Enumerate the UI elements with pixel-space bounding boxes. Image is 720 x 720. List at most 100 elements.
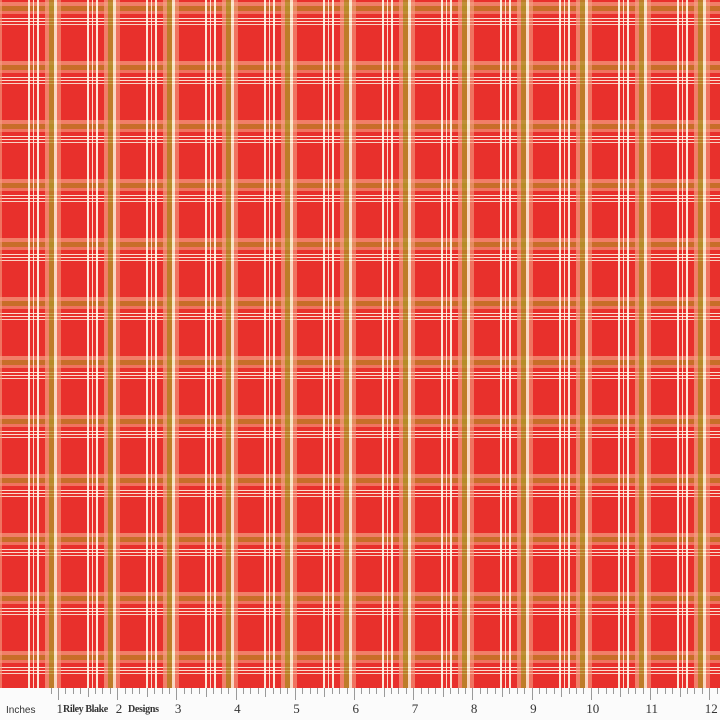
- ruler-tick: [220, 688, 222, 694]
- ruler-tick: [613, 688, 614, 694]
- brand-name: Riley Blake: [63, 704, 108, 715]
- ruler-tick: [354, 688, 355, 700]
- ruler-tick: [583, 688, 585, 694]
- ruler-tick: [132, 688, 133, 694]
- ruler-tick: [524, 688, 526, 694]
- ruler-number: 6: [352, 701, 360, 716]
- ruler-tick: [383, 688, 385, 697]
- ruler-tick: [405, 688, 407, 694]
- ruler-tick: [361, 688, 363, 694]
- ruler-tick: [287, 688, 289, 694]
- ruler-tick: [235, 688, 237, 700]
- ruler-tick: [257, 688, 259, 694]
- ruler-number: 8: [470, 701, 478, 716]
- ruler-tick: [65, 688, 67, 694]
- ruler-tick: [272, 688, 274, 694]
- ruler-tick: [635, 688, 637, 694]
- ruler-tick: [664, 688, 666, 694]
- brand-designs: Designs: [128, 704, 159, 715]
- ruler-tick: [672, 688, 674, 694]
- ruler-tick: [198, 688, 200, 694]
- ruler-tick: [642, 688, 644, 694]
- ruler-tick: [687, 688, 688, 694]
- ruler-tick: [531, 688, 533, 700]
- ruler-tick: [465, 688, 466, 694]
- ruler-tick: [420, 688, 422, 694]
- ruler-number: 5: [293, 701, 300, 716]
- ruler-tick: [206, 688, 207, 697]
- ruler-tick: [213, 688, 215, 694]
- ruler-tick: [428, 688, 429, 694]
- ruler-tick: [620, 688, 622, 697]
- ruler-tick: [694, 688, 696, 694]
- ruler-tick: [139, 688, 141, 694]
- ruler-tick: [294, 688, 296, 700]
- ruler-number: 3: [174, 701, 182, 716]
- ruler-tick: [701, 688, 703, 694]
- ruler-tick: [457, 688, 459, 694]
- ruler-tick: [72, 688, 74, 694]
- ruler-tick: [309, 688, 311, 694]
- ruler-number: 11: [645, 701, 659, 716]
- ruler-tick: [502, 688, 503, 697]
- ruler-tick: [368, 688, 370, 694]
- ruler-tick: [280, 688, 281, 694]
- ruler-tick: [183, 688, 185, 694]
- plaid-fabric-swatch: [0, 0, 720, 688]
- ruler-tick: [472, 688, 474, 700]
- ruler-tick: [302, 688, 304, 694]
- ruler-tick: [479, 688, 481, 694]
- ruler-number: 2: [115, 701, 123, 716]
- ruler-tick: [450, 688, 452, 694]
- ruler-tick: [605, 688, 607, 694]
- ruler-tick: [709, 688, 711, 700]
- ruler-tick: [243, 688, 244, 694]
- ruler-tick: [191, 688, 193, 694]
- ruler-tick: [553, 688, 555, 694]
- ruler-tick: [627, 688, 629, 694]
- ruler-tick: [546, 688, 548, 694]
- ruler-tick: [568, 688, 570, 694]
- ruler-tick: [117, 688, 119, 700]
- ruler-tick: [442, 688, 444, 697]
- ruler-number: 4: [234, 701, 241, 716]
- ruler-number: 9: [530, 701, 537, 716]
- ruler-tick: [324, 688, 326, 697]
- ruler-tick: [494, 688, 496, 694]
- ruler-tick: [590, 688, 592, 700]
- ruler-tick: [561, 688, 563, 697]
- ruler-tick: [87, 688, 89, 697]
- ruler-tick: [176, 688, 178, 700]
- ruler-tick: [80, 688, 82, 694]
- ruler-tick: [109, 688, 111, 694]
- ruler-tick: [331, 688, 333, 694]
- ruler-number: 10: [586, 701, 600, 716]
- ruler-tick: [716, 688, 718, 694]
- ruler-tick: [657, 688, 659, 694]
- ruler-tick: [576, 688, 577, 694]
- ruler-tick: [169, 688, 170, 694]
- ruler-number: 7: [411, 701, 419, 716]
- ruler-tick: [58, 688, 59, 700]
- ruler-tick: [146, 688, 148, 697]
- ruler-tick: [391, 688, 392, 694]
- ruler-tick: [161, 688, 163, 694]
- ruler-tick: [265, 688, 267, 697]
- ruler-tick: [413, 688, 415, 700]
- inch-ruler: Inches Riley Blake Designs 1 2 3 4 5 6 7 8 9 10 11…: [0, 688, 720, 720]
- ruler-tick: [346, 688, 348, 694]
- ruler-tick: [679, 688, 681, 697]
- ruler-tick: [228, 688, 230, 694]
- ruler-tick: [50, 688, 52, 694]
- ruler-tick: [124, 688, 126, 694]
- ruler-tick: [154, 688, 156, 694]
- ruler-tick: [95, 688, 96, 694]
- ruler-tick: [598, 688, 600, 694]
- ruler-tick: [487, 688, 489, 694]
- ruler-tick: [376, 688, 378, 694]
- ruler-number: 1: [56, 701, 64, 716]
- ruler-tick: [539, 688, 540, 694]
- ruler-number: 12: [704, 701, 718, 716]
- ruler-tick: [250, 688, 252, 694]
- ruler-tick: [650, 688, 651, 700]
